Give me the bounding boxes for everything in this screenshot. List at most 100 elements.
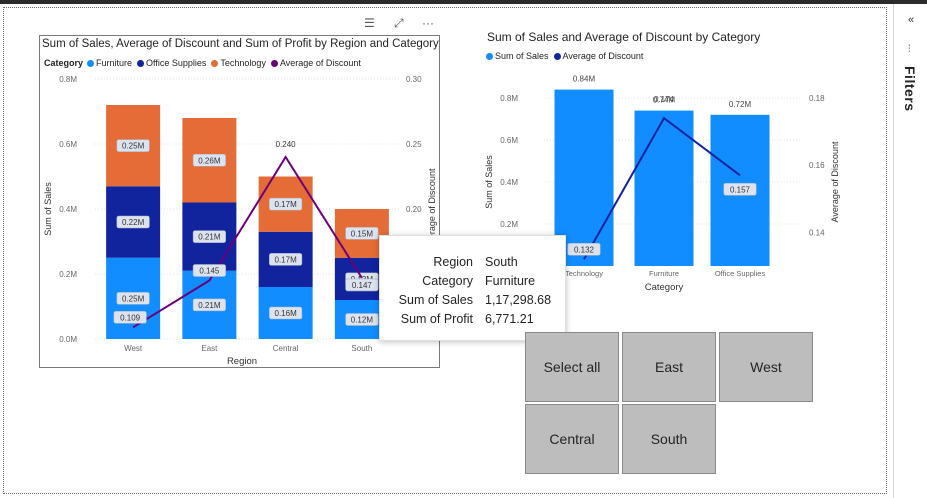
data-tooltip: Region South Category Furniture Sum of Sal… <box>379 235 566 341</box>
y-tick-label: 0.8M <box>59 75 77 84</box>
x-tick-label: East <box>201 344 218 353</box>
line-data-label-box <box>113 310 147 324</box>
bar-data-label: 0.12M <box>351 316 374 325</box>
double-chevron-left-icon[interactable]: « <box>908 14 915 26</box>
x-tick-label: West <box>124 344 143 353</box>
y-tick-label: 0.8M <box>500 94 518 103</box>
y2-tick-label: 0.16 <box>809 161 825 170</box>
legend-office-supplies[interactable]: Office Supplies <box>137 58 206 68</box>
y-tick-label: 0.2M <box>59 270 77 279</box>
slicer-central-button[interactable]: Central <box>525 404 619 474</box>
y2-tick-label: 0.30 <box>406 75 422 84</box>
more-options-icon[interactable]: ··· <box>422 16 434 30</box>
line-data-label-box <box>192 264 226 277</box>
line-data-label: 0.109 <box>120 313 141 322</box>
y2-tick-label: 0.20 <box>406 205 422 214</box>
tooltip-row: Sum of Profit 6,771.21 <box>400 312 534 326</box>
bar-sum-of-sales <box>634 110 694 266</box>
bar-data-label-box <box>116 215 150 229</box>
slicer-east-button[interactable]: East <box>622 332 716 402</box>
bar-data-label: 0.21M <box>198 233 221 242</box>
x-axis-title: Region <box>227 356 257 367</box>
top-bar <box>0 0 927 4</box>
x-axis-title: Category <box>645 282 684 293</box>
line-data-label: 0.157 <box>730 185 751 194</box>
line-data-label: 0.174 <box>654 95 675 104</box>
legend-technology[interactable]: Technology <box>211 58 266 68</box>
y-tick-label: 0.4M <box>500 178 518 187</box>
y-tick-label: 0.2M <box>500 220 518 229</box>
report-canvas <box>3 7 887 494</box>
bar-data-label: 0.72M <box>729 100 752 109</box>
line-data-label-box <box>345 278 379 292</box>
slicer-west-button[interactable]: West <box>719 332 813 402</box>
filters-pane[interactable]: « ⫶ Filters <box>893 4 927 498</box>
filters-label[interactable]: Filters <box>902 66 918 112</box>
x-tick-label: South <box>351 344 372 353</box>
bar-data-label: 0.25M <box>122 142 145 151</box>
line-data-label-box <box>723 182 757 196</box>
x-tick-label: Furniture <box>649 269 679 278</box>
bar-data-label: 0.25M <box>122 294 145 303</box>
bar-data-label-box <box>269 197 303 211</box>
y-tick-label: 0.6M <box>500 136 518 145</box>
focus-mode-icon[interactable]: ⤢ <box>394 16 404 30</box>
bar-data-label: 0.26M <box>198 156 221 165</box>
y2-tick-label: 0.18 <box>809 94 825 103</box>
chart2-legend: Sum of Sales Average of Discount <box>486 51 648 61</box>
bar-data-label-box <box>116 139 150 152</box>
y-tick-label: 0.0M <box>59 335 77 344</box>
chart-sales-by-category[interactable]: Sum of Sales and Average of Discount by … <box>484 28 844 298</box>
line-data-label: 0.147 <box>352 281 373 290</box>
legend-sum-of-sales[interactable]: Sum of Sales <box>486 51 549 61</box>
y2-axis-title: Average of Discount <box>427 168 437 249</box>
bar-data-label: 0.22M <box>122 218 145 227</box>
tooltip-row: Category Furniture <box>422 274 536 288</box>
chart1-legend: Category Furniture Office Supplies Techn… <box>44 58 366 68</box>
y-axis-title: Sum of Sales <box>484 155 494 209</box>
y2-axis-title: Average of Discount <box>830 141 840 222</box>
y-tick-label: 0.4M <box>59 205 77 214</box>
legend-average-discount[interactable]: Average of Discount <box>270 58 361 68</box>
x-tick-label: Central <box>273 344 299 353</box>
line-data-label-box <box>567 242 601 256</box>
y-axis-title: Sum of Sales <box>43 182 53 236</box>
line-data-label: 0.145 <box>199 267 220 276</box>
filter-lines-icon[interactable]: ☰ <box>364 16 375 30</box>
legend-furniture[interactable]: Furniture <box>87 58 132 68</box>
discount-line <box>583 116 741 260</box>
chart1-legend-title: Category <box>44 58 84 68</box>
x-tick-label: Office Supplies <box>715 269 766 278</box>
x-tick-label: Technology <box>565 269 603 278</box>
bar-data-label-box <box>192 153 226 167</box>
bar-data-label: 0.17M <box>275 255 298 264</box>
filter-funnel-icon[interactable]: ⫶ <box>908 44 911 55</box>
y2-tick-label: 0.25 <box>406 140 422 149</box>
line-data-label: 0.240 <box>276 140 297 149</box>
slicer-south-button[interactable]: South <box>622 404 716 474</box>
bar-data-label: 0.21M <box>198 301 221 310</box>
bar-data-label: 0.84M <box>573 75 596 84</box>
bar-data-label-box <box>192 298 226 312</box>
y2-tick-label: 0.14 <box>809 228 825 237</box>
discount-line <box>132 155 363 329</box>
slicer-select-all-button[interactable]: Select all <box>525 332 619 402</box>
bar-data-label-box <box>116 292 150 305</box>
chart1-title: Sum of Sales, Average of Discount and Su… <box>42 38 439 50</box>
visual-header: ☰ ⤢ ··· <box>364 16 444 32</box>
bar-data-label-box <box>192 230 226 243</box>
tooltip-row: Sum of Sales 1,17,298.68 <box>398 293 552 307</box>
legend-average-of-discount[interactable]: Average of Discount <box>553 51 643 61</box>
bar-data-label-box <box>345 313 379 326</box>
bar-data-label-box <box>269 306 303 320</box>
bar-data-label: 0.15M <box>351 229 374 238</box>
bar-data-label: 0.74M <box>653 96 676 105</box>
y-tick-label: 0.6M <box>59 140 77 149</box>
bar-data-label: 0.16M <box>275 309 298 318</box>
bar-data-label: 0.17M <box>275 200 298 209</box>
tooltip-row: Region South <box>433 255 518 269</box>
line-data-label: 0.132 <box>574 245 595 254</box>
chart2-title: Sum of Sales and Average of Discount by … <box>487 30 761 44</box>
bar-data-label-box <box>269 253 303 266</box>
bar-data-label-box <box>345 227 379 240</box>
